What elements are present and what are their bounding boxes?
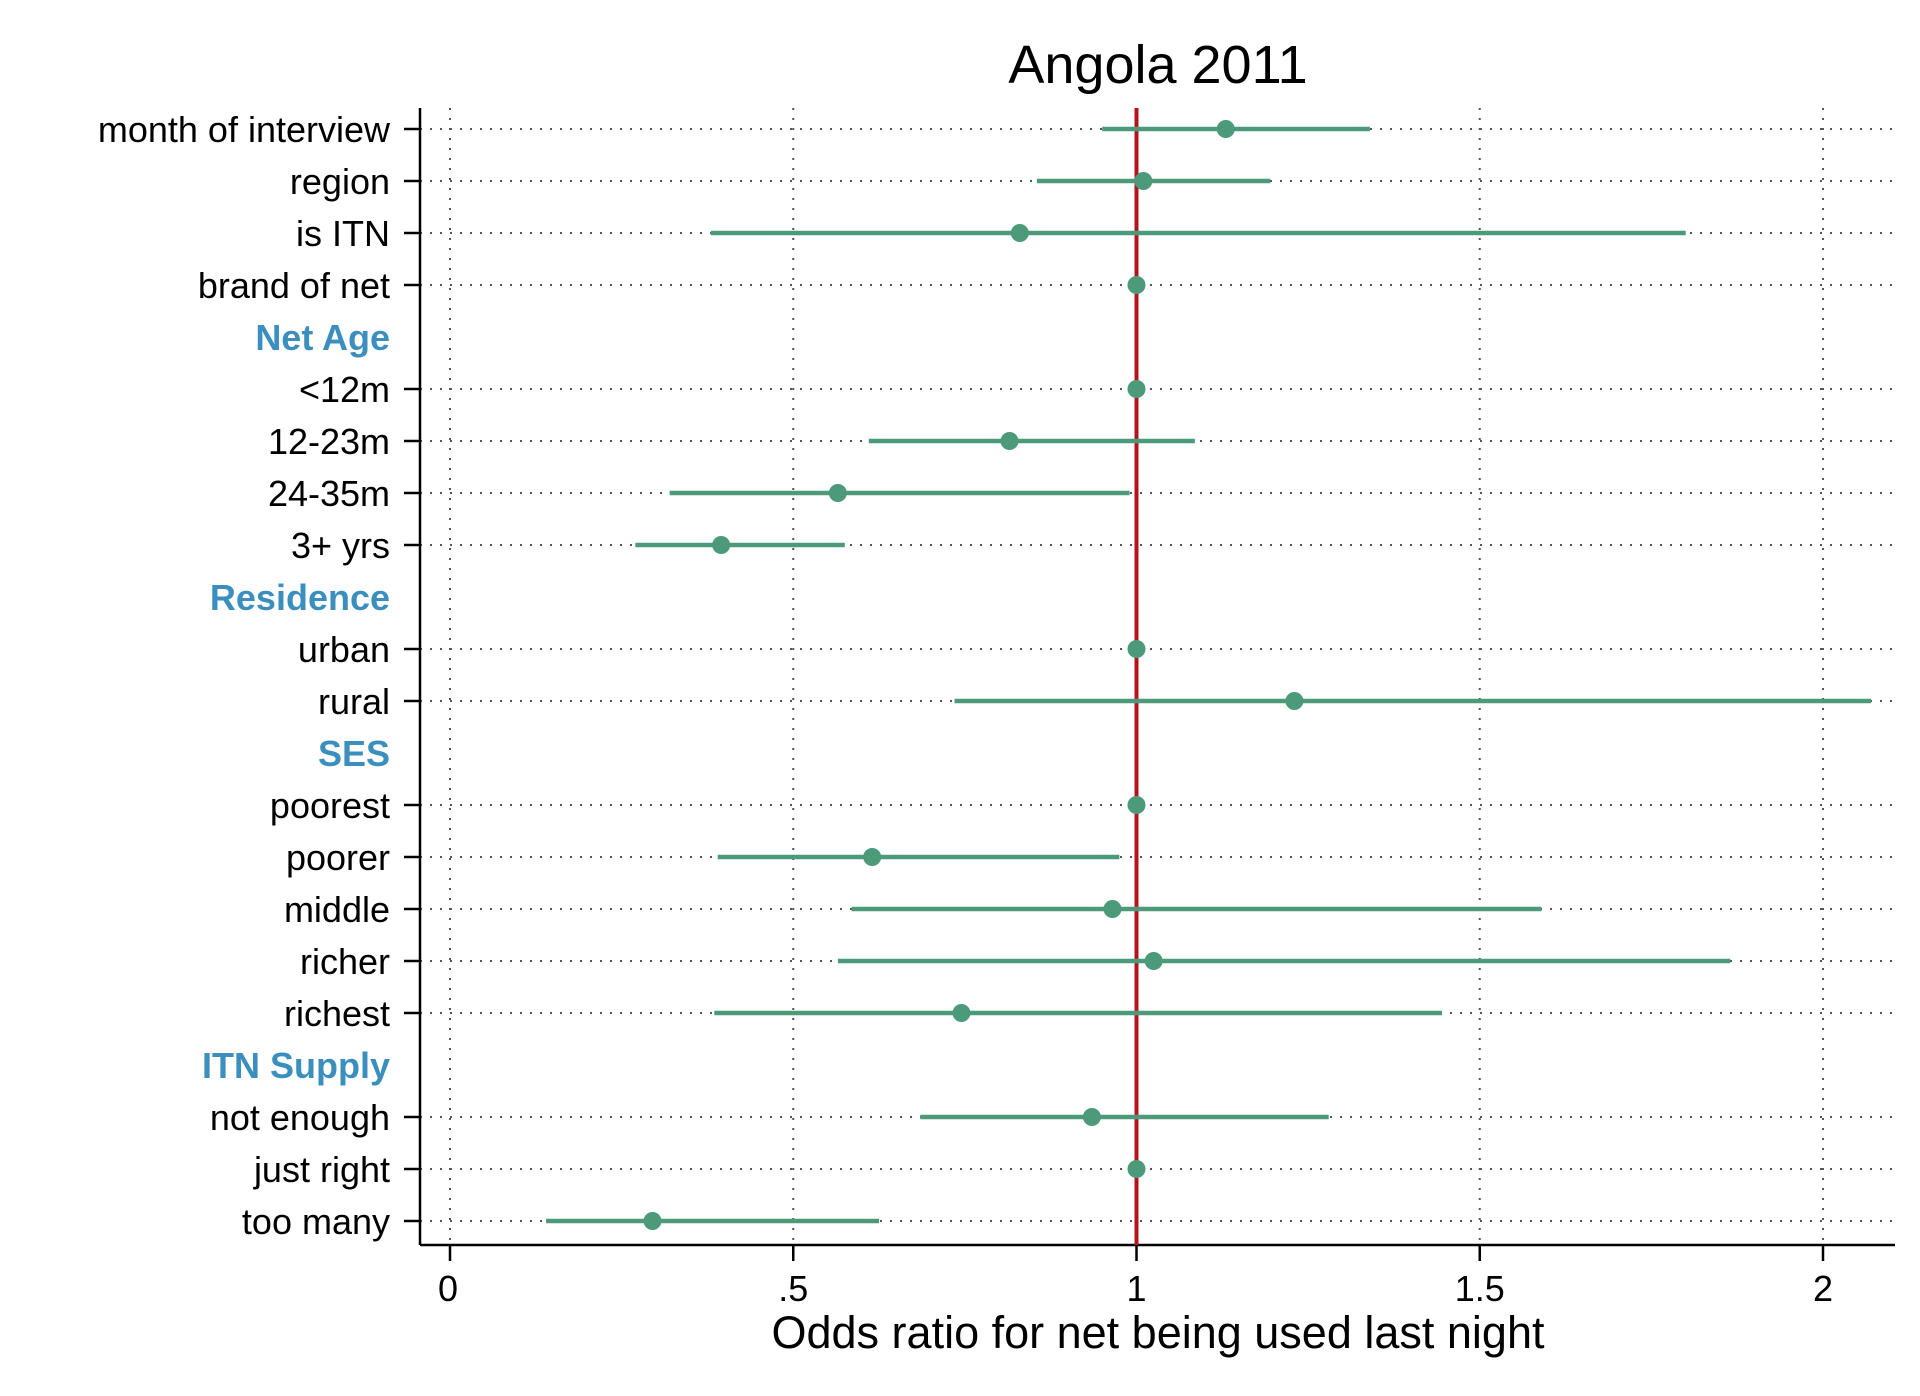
y-tick-label: poorer: [286, 837, 390, 878]
y-tick-label: <12m: [299, 369, 390, 410]
chart-title: Angola 2011: [1008, 35, 1307, 95]
y-tick-label: richer: [300, 941, 390, 982]
point-estimate: [1000, 432, 1019, 450]
y-tick-label: region: [290, 161, 390, 202]
y-tick-label: not enough: [210, 1097, 390, 1138]
y-tick-label: richest: [284, 993, 390, 1034]
group-header-label: SES: [318, 733, 390, 774]
x-tick-label: 0: [438, 1268, 458, 1309]
point-estimate: [1285, 692, 1304, 710]
point-estimate: [1103, 900, 1122, 918]
group-header-label: ITN Supply: [202, 1045, 390, 1086]
point-estimate: [1127, 796, 1146, 814]
y-tick-label: urban: [298, 629, 390, 670]
point-estimate: [1216, 120, 1235, 138]
point-estimate: [1134, 172, 1153, 190]
point-estimate: [712, 536, 731, 554]
x-tick-label: 1: [1126, 1268, 1146, 1309]
plot-area: 0 .5 1 1.5 2 month of interview region is ITN br…: [98, 108, 1895, 1309]
y-tick-label: 12-23m: [268, 421, 390, 462]
x-axis-label: Odds ratio for net being used last night: [772, 1307, 1545, 1358]
point-estimate: [1127, 276, 1146, 294]
y-tick-label: month of interview: [98, 109, 391, 150]
point-estimate: [1127, 1160, 1146, 1178]
y-tick-label: brand of net: [198, 265, 390, 306]
point-estimate: [1010, 224, 1029, 242]
y-tick-label: middle: [284, 889, 390, 930]
point-estimate: [952, 1004, 971, 1022]
point-estimate: [1082, 1108, 1101, 1126]
x-tick-label: 2: [1813, 1268, 1833, 1309]
y-tick-label: rural: [318, 681, 390, 722]
point-estimate: [828, 484, 847, 502]
point-estimate: [1127, 380, 1146, 398]
group-header-label: Residence: [210, 577, 390, 618]
y-tick-label: too many: [242, 1201, 390, 1242]
group-header-label: Net Age: [255, 317, 390, 358]
y-tick-label: just right: [253, 1149, 390, 1190]
y-tick-label: poorest: [270, 785, 390, 826]
point-estimate: [643, 1212, 662, 1230]
point-estimate: [1144, 952, 1163, 970]
point-estimate: [1127, 640, 1146, 658]
point-estimate: [863, 848, 882, 866]
y-tick-label: is ITN: [296, 213, 390, 254]
x-tick-label: 1.5: [1455, 1268, 1505, 1309]
y-tick-label: 24-35m: [268, 473, 390, 514]
y-tick-label: 3+ yrs: [291, 525, 390, 566]
x-tick-label: .5: [778, 1268, 808, 1309]
